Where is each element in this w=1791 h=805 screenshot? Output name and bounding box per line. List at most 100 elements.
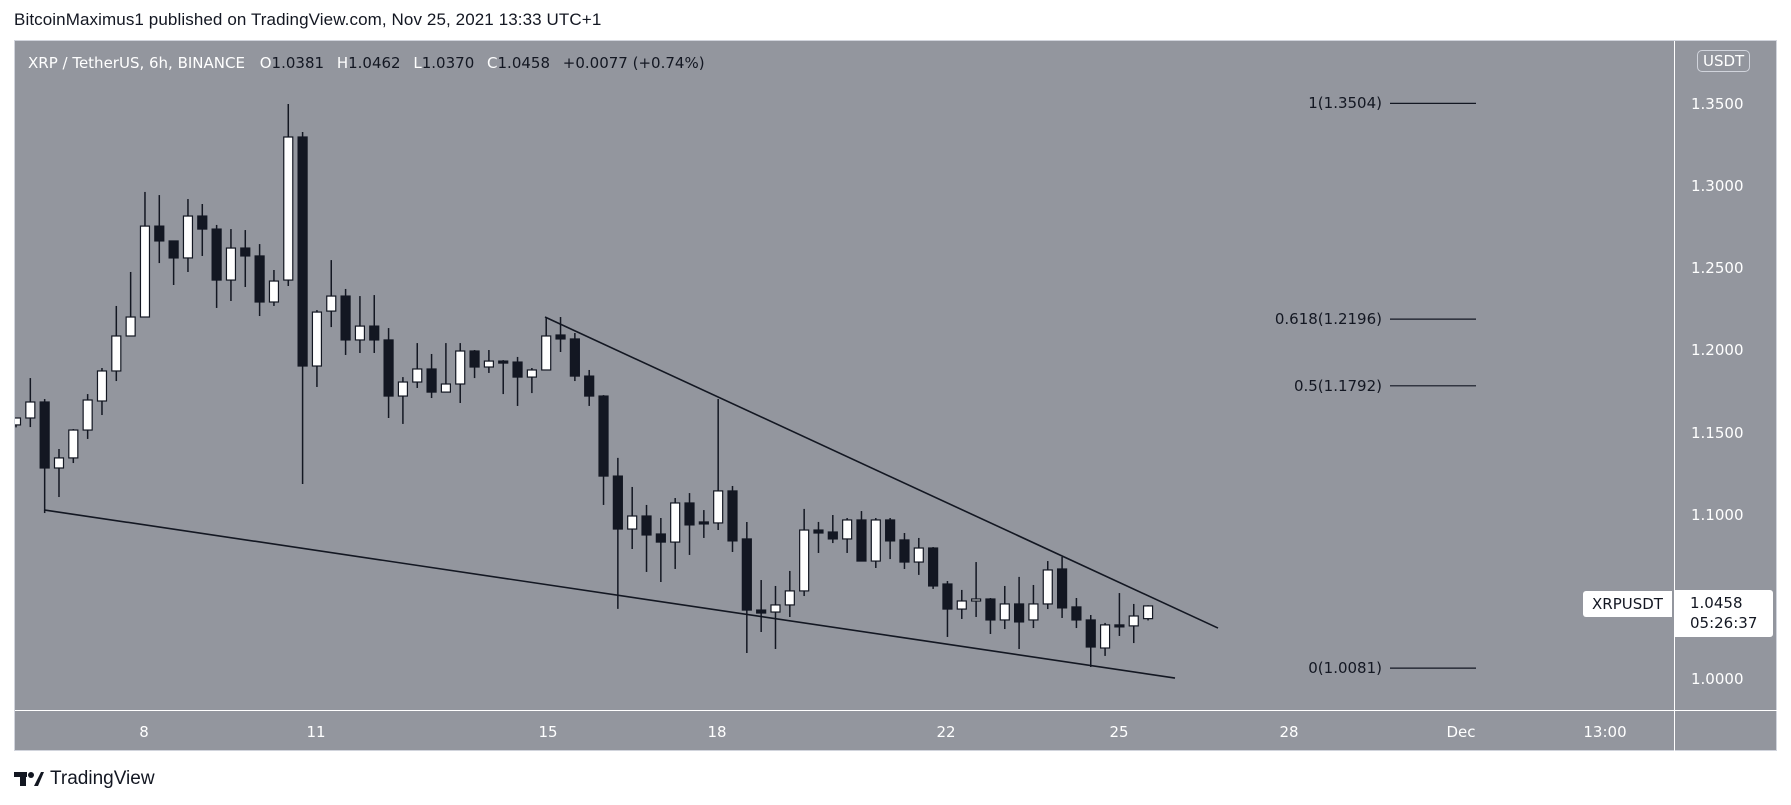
- currency-button[interactable]: USDT: [1697, 50, 1751, 72]
- candle-down: [254, 255, 265, 303]
- candle-up: [412, 368, 423, 383]
- candle-down: [297, 136, 308, 367]
- chart-frame: [14, 40, 1777, 751]
- chart-pane[interactable]: [15, 41, 1674, 710]
- candle-down: [928, 547, 939, 587]
- fib-level-label: 0.5(1.1792): [1293, 376, 1382, 395]
- candle-down: [827, 531, 838, 540]
- low-label: L: [413, 54, 422, 72]
- candle-up: [1128, 615, 1139, 627]
- candle-up: [799, 529, 810, 592]
- tradingview-logo-icon: [14, 772, 44, 786]
- candle-down: [727, 490, 738, 542]
- candle-down: [756, 609, 767, 614]
- close-label: C: [487, 54, 498, 72]
- candle-up: [25, 401, 36, 419]
- symbol-title[interactable]: XRP / TetherUS, 6h, BINANCE: [28, 54, 245, 72]
- candle-up: [1142, 605, 1154, 620]
- candle-down: [168, 240, 179, 259]
- close-value: 1.0458: [497, 54, 551, 72]
- symbol-price-label: XRPUSDT: [1583, 591, 1672, 617]
- last-price-label: 1.0458 05:26:37: [1675, 590, 1773, 637]
- candle-up: [82, 399, 93, 431]
- time-tick: 11: [306, 723, 326, 741]
- tradingview-logo[interactable]: TradingView: [14, 768, 155, 790]
- candle-up: [182, 215, 194, 259]
- price-tick: 1.3000: [1691, 177, 1744, 195]
- candle-up: [125, 316, 136, 337]
- candle-up: [956, 600, 967, 610]
- price-tick: 1.2500: [1691, 259, 1744, 277]
- candle-up: [111, 335, 122, 372]
- candle-down: [655, 533, 666, 543]
- publisher-line: BitcoinMaximus1 published on TradingView…: [14, 10, 602, 29]
- candle-down: [469, 350, 480, 368]
- candle-down: [885, 519, 896, 542]
- lower-support-trendline: [43, 509, 1176, 679]
- price-tick: 1.3500: [1691, 95, 1744, 113]
- candle-down: [1114, 624, 1125, 628]
- candlestick-chart[interactable]: [15, 41, 1674, 710]
- candle-up: [268, 280, 280, 303]
- time-tick: 18: [707, 723, 727, 741]
- symbol-legend: XRP / TetherUS, 6h, BINANCE O1.0381 H 1.0…: [28, 54, 713, 72]
- candle-down: [555, 334, 566, 340]
- candle-up: [627, 515, 638, 530]
- time-tick: Dec: [1446, 723, 1476, 741]
- time-tick: 8: [139, 723, 149, 741]
- candle-down: [569, 338, 580, 377]
- candle-down: [1013, 603, 1025, 623]
- candle-down: [856, 519, 867, 562]
- candle-down: [240, 247, 251, 257]
- high-label: H: [336, 54, 349, 72]
- candle-up: [440, 383, 451, 393]
- fib-level-label: 0(1.0081): [1308, 659, 1382, 678]
- candle-up: [311, 311, 323, 367]
- time-axis[interactable]: 8 11 15 18 22 25 28 Dec 13:00: [15, 710, 1674, 751]
- candle-down: [584, 375, 595, 397]
- time-tick: 25: [1109, 723, 1129, 741]
- candle-up: [326, 295, 337, 312]
- candle-up: [53, 457, 65, 469]
- candle-down: [1056, 568, 1068, 609]
- candle-down: [369, 325, 380, 341]
- candle-up: [397, 381, 409, 397]
- candle-down: [426, 368, 437, 393]
- candle-up: [68, 429, 79, 459]
- candle-down: [698, 521, 709, 525]
- time-tick: 13:00: [1583, 723, 1627, 741]
- candle-down: [899, 539, 910, 563]
- candle-up: [842, 519, 853, 540]
- candle-up: [526, 369, 537, 378]
- candle-down: [39, 401, 50, 469]
- candle-down: [598, 395, 609, 477]
- open-value: 1.0381: [271, 54, 325, 72]
- candle-down: [197, 215, 208, 230]
- upper-resistance-trendline: [544, 316, 1219, 629]
- price-axis[interactable]: 1.3500 1.3000 1.2500 1.2000 1.1500 1.100…: [1674, 41, 1777, 710]
- candle-up: [15, 417, 22, 426]
- tradingview-brand: TradingView: [50, 768, 155, 789]
- candle-up: [670, 502, 681, 543]
- time-tick: 28: [1279, 723, 1299, 741]
- candle-down: [684, 502, 695, 526]
- candle-down: [1071, 606, 1082, 621]
- price-tick: 1.1000: [1691, 506, 1744, 524]
- candle-down: [211, 228, 222, 281]
- candle-down: [512, 361, 523, 378]
- price-tick: 1.1500: [1691, 424, 1744, 442]
- open-label: O: [259, 54, 272, 72]
- time-tick: 22: [936, 723, 956, 741]
- candle-down: [340, 295, 351, 341]
- fib-level-label: 1(1.3504): [1308, 94, 1382, 113]
- candle-up: [283, 136, 294, 281]
- bar-countdown: 05:26:37: [1690, 614, 1758, 632]
- candle-down: [741, 538, 752, 611]
- candle-down: [813, 529, 824, 534]
- candle-up: [139, 225, 151, 318]
- candle-up: [455, 350, 466, 385]
- candle-up: [96, 370, 108, 402]
- change-value: +0.0077 (+0.74%): [562, 54, 705, 72]
- candle-up: [713, 490, 724, 524]
- axis-corner: [1674, 710, 1777, 751]
